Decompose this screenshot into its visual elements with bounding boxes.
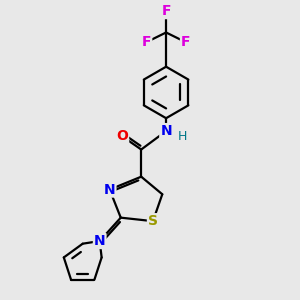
Text: N: N [104,183,116,196]
Text: N: N [160,124,172,138]
Text: H: H [178,130,188,143]
Text: S: S [148,214,158,228]
Text: O: O [116,129,128,143]
Text: F: F [161,4,171,18]
Text: F: F [181,35,190,49]
Text: F: F [142,35,151,49]
Text: N: N [94,234,106,248]
